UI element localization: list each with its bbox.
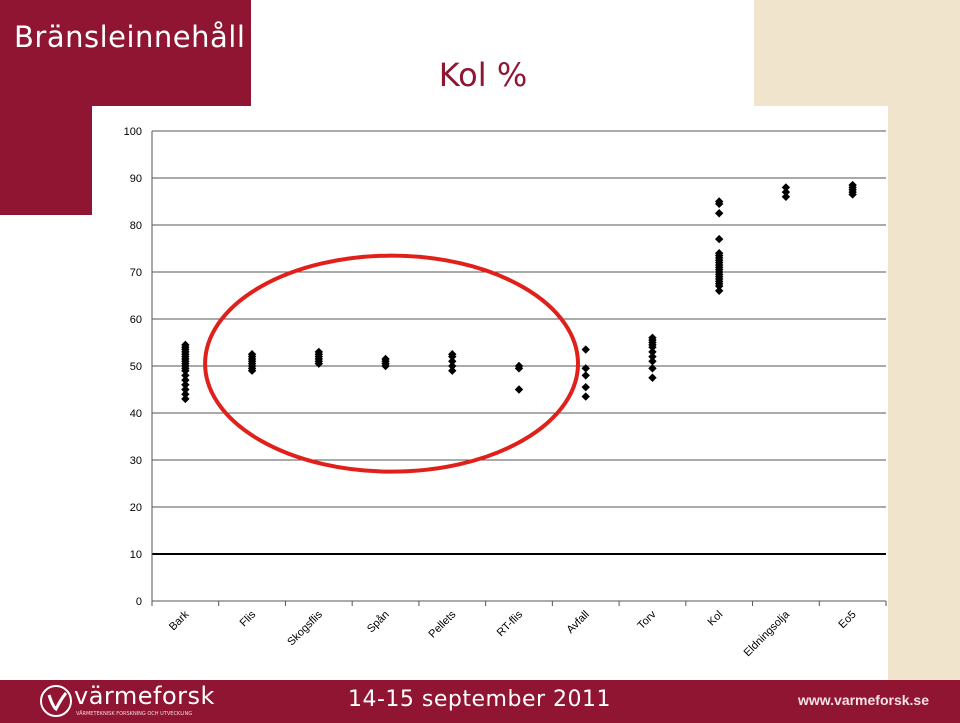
x-tick-label: Flis [238, 608, 259, 629]
y-tick-label: 20 [130, 502, 142, 514]
x-tick-label: Pellets [427, 608, 459, 640]
data-point [581, 382, 590, 392]
scatter-chart: 0 10 20 30 40 50 60 70 80 90 100 Bark Flis Skogsflis S… [124, 126, 887, 659]
data-point [648, 373, 657, 382]
data-point [514, 385, 524, 394]
chart-panel: 0 10 20 30 40 50 60 70 80 90 100 Bark Flis Skogsflis S… [92, 106, 888, 681]
data-point [181, 371, 190, 380]
y-tick-label: 30 [130, 455, 142, 467]
y-tick-label: 0 [136, 596, 142, 608]
data-point [448, 361, 457, 371]
y-tick-label: 40 [130, 408, 142, 420]
data-point [314, 347, 324, 357]
data-point [848, 180, 857, 190]
x-tick-label: Torv [635, 608, 659, 632]
data-point [514, 361, 524, 371]
data-point [181, 385, 190, 394]
y-tick-label: 90 [130, 173, 142, 185]
data-point [181, 340, 190, 350]
data-point [648, 352, 657, 361]
data-point [714, 209, 724, 218]
data-point [181, 390, 190, 399]
footer: värmeforsk VÄRMETEKNISK FORSKNING OCH UT… [0, 680, 960, 723]
data-point [648, 364, 657, 373]
data-point [581, 345, 590, 354]
footer-url[interactable]: www.varmeforsk.se [798, 692, 929, 708]
data-point [781, 187, 791, 197]
y-tick-label: 80 [130, 220, 142, 232]
data-point [448, 366, 457, 375]
x-tick-label: RT-flis [495, 608, 526, 639]
y-tick-label: 10 [130, 549, 142, 561]
x-tick-label: Eldningsolja [742, 608, 793, 659]
x-tick-label: Spån [365, 609, 392, 636]
x-tick-label: Avfall [564, 609, 591, 636]
data-point [648, 333, 657, 342]
logo-mark-icon [40, 685, 72, 717]
data-point [247, 350, 257, 359]
data-point [714, 286, 724, 295]
data-point [648, 347, 657, 357]
y-tick-label: 60 [130, 314, 142, 326]
logo-text: värmeforsk [74, 682, 215, 710]
x-tick-label: Skogsflis [285, 608, 325, 648]
x-tick-label: Eo5 [836, 609, 858, 631]
logo-tagline: VÄRMETEKNISK FORSKNING OCH UTVECKLING [76, 711, 193, 717]
data-point [714, 234, 724, 244]
data-point [781, 192, 791, 201]
data-point [714, 197, 724, 206]
highlight-ellipse [203, 253, 580, 474]
data-point [181, 380, 190, 389]
data-point [448, 357, 457, 366]
y-tick-label: 70 [130, 267, 142, 279]
data-point [714, 249, 724, 258]
footer-date: 14-15 september 2011 [348, 687, 611, 712]
data-point [381, 354, 390, 364]
data-point [448, 350, 457, 359]
data-point [581, 392, 590, 401]
y-tick-label: 100 [124, 126, 142, 138]
data-point [781, 183, 791, 192]
data-point [181, 375, 190, 385]
data-point [648, 357, 657, 366]
data-point [181, 394, 190, 404]
data-point [581, 364, 590, 373]
data-point [581, 371, 590, 380]
section-title: Bränsleinnehåll [14, 20, 246, 54]
x-tick-label: Kol [706, 609, 726, 629]
y-tick-label: 50 [130, 361, 142, 373]
logo[interactable]: värmeforsk VÄRMETEKNISK FORSKNING OCH UT… [40, 682, 240, 721]
slide-title: Kol % [438, 56, 528, 94]
x-tick-label: Bark [167, 608, 192, 633]
